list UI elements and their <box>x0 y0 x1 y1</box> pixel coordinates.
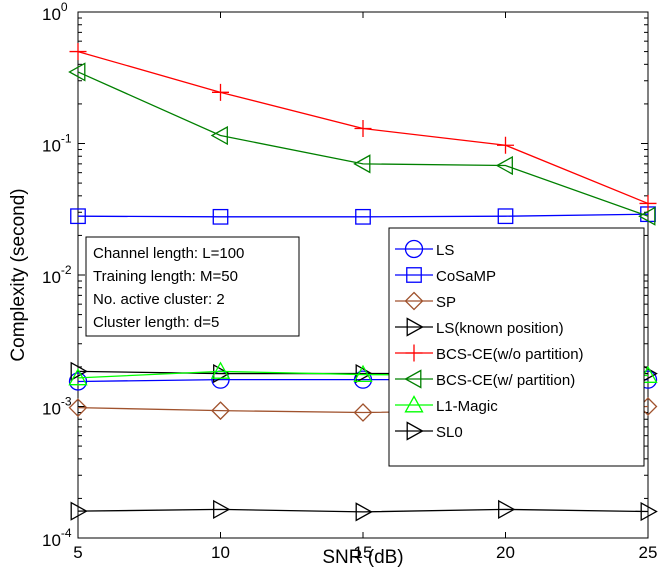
legend-marker <box>406 267 422 283</box>
legend-marker <box>406 317 424 337</box>
legend-label: CoSaMP <box>436 268 496 285</box>
series-5 <box>68 62 656 226</box>
data-point <box>355 363 373 384</box>
x-tick-label: 5 <box>73 543 82 562</box>
data-point <box>68 398 88 418</box>
data-point <box>68 372 88 391</box>
legend-label: BCS-CE(w/o partition) <box>436 346 584 363</box>
series-7 <box>70 499 658 522</box>
x-axis-label: SNR (dB) <box>322 547 403 568</box>
legend: LS CoSaMP SP LS(known position) BCS-CE(w/o p… <box>388 227 645 467</box>
x-tick-label: 25 <box>639 543 658 562</box>
legend-item: L1-Magic <box>395 395 498 415</box>
data-point <box>639 194 657 212</box>
legend-frame <box>388 227 645 467</box>
y-tick-label: 10-3 <box>42 395 72 419</box>
legend-item: SL0 <box>395 421 463 441</box>
data-point <box>353 370 373 389</box>
data-point <box>638 206 656 226</box>
legend-marker <box>404 395 424 413</box>
legend-label: SL0 <box>436 424 463 441</box>
data-point <box>213 499 231 520</box>
data-point <box>354 120 372 138</box>
data-point <box>68 62 86 82</box>
data-point <box>353 403 373 422</box>
series-line <box>77 213 649 218</box>
y-tick-label: 100 <box>42 0 68 24</box>
data-point <box>70 208 86 225</box>
annotation-box: Channel length: L=100 Training length: M=… <box>85 236 300 337</box>
data-point <box>495 155 513 176</box>
legend-marker <box>404 369 422 389</box>
data-point <box>68 368 88 386</box>
legend-item: LS(known position) <box>395 317 564 337</box>
legend-marker <box>405 344 423 362</box>
data-point <box>69 43 87 61</box>
data-point <box>70 361 88 381</box>
x-tick-label: 20 <box>496 543 515 562</box>
annotation-line: Cluster length: d=5 <box>93 314 219 331</box>
data-point <box>211 401 230 421</box>
data-point <box>353 154 371 174</box>
legend-marker <box>404 239 424 259</box>
series-4 <box>69 43 657 212</box>
series-line <box>77 71 649 217</box>
data-point <box>355 208 371 225</box>
data-point <box>497 208 514 225</box>
legend-item: BCS-CE(w/ partition) <box>395 369 575 389</box>
y-tick-label: 10-4 <box>42 526 72 550</box>
data-point <box>212 83 229 101</box>
data-point <box>210 125 228 146</box>
data-point <box>212 208 229 225</box>
y-tick-label: 10-1 <box>42 132 72 156</box>
data-point <box>210 361 231 379</box>
legend-item: BCS-CE(w/o partition) <box>395 344 584 363</box>
legend-item: LS <box>395 239 454 259</box>
legend-marker <box>404 291 424 311</box>
legend-label: L1-Magic <box>436 398 498 415</box>
data-point <box>498 499 516 520</box>
x-tick-label: 10 <box>211 543 230 562</box>
legend-label: SP <box>436 294 456 311</box>
annotation-line: Training length: M=50 <box>93 268 238 285</box>
y-axis-label: Complexity (second) <box>8 188 29 361</box>
data-point <box>353 364 373 382</box>
data-point <box>497 136 514 154</box>
legend-label: LS <box>436 242 454 259</box>
legend-label: LS(known position) <box>436 320 564 337</box>
legend-marker <box>406 421 424 441</box>
legend-label: BCS-CE(w/ partition) <box>436 372 575 389</box>
legend-item: CoSaMP <box>395 267 496 285</box>
annotation-frame <box>85 236 300 337</box>
y-tick-label: 10-2 <box>42 263 72 287</box>
annotation-line: No. active cluster: 2 <box>93 291 225 308</box>
legend-item: SP <box>395 291 456 311</box>
annotation-line: Channel length: L=100 <box>93 245 244 262</box>
x-tick-label: 15 <box>354 543 373 562</box>
data-point <box>640 501 658 522</box>
data-point <box>70 501 88 521</box>
series-line <box>77 508 649 513</box>
data-point <box>355 502 373 522</box>
